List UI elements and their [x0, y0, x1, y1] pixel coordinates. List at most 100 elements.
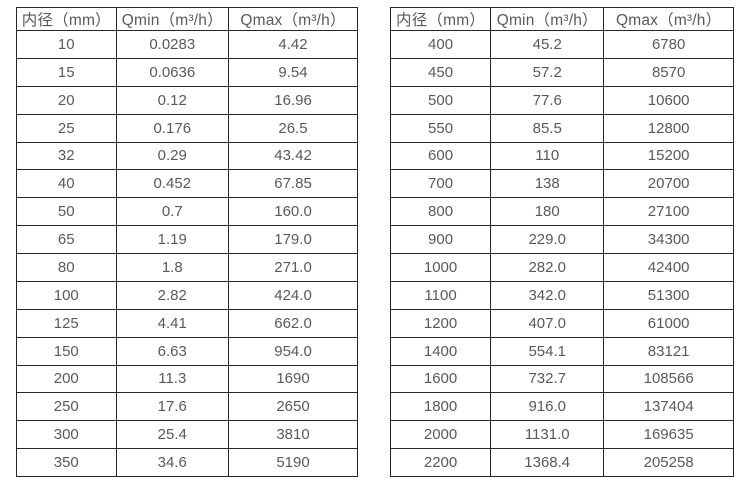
- table-cell: 1690: [228, 364, 358, 394]
- table-cell: 1600: [389, 364, 492, 394]
- table-row: 400 45.2 6780: [389, 30, 734, 59]
- table-cell: 0.176: [115, 113, 230, 143]
- table-cell: 500: [389, 85, 492, 115]
- table-cell: 450: [389, 57, 492, 87]
- table-cell: 1131.0: [490, 420, 605, 450]
- table-cell: 32: [16, 141, 117, 171]
- table-cell: 0.29: [115, 141, 230, 171]
- table-cell: 5190: [228, 448, 358, 477]
- table-cell: 2200: [389, 448, 492, 477]
- table-row: 125 4.41 662.0: [16, 308, 358, 338]
- table-cell: 138: [490, 169, 605, 199]
- table-cell: 26.5: [228, 113, 358, 143]
- table-row: 25 0.176 26.5: [16, 113, 358, 143]
- table-cell: 34.6: [115, 448, 230, 477]
- table-cell: 179.0: [228, 225, 358, 254]
- table-row: 100 2.82 424.0: [16, 280, 358, 310]
- table-cell: 108566: [603, 364, 734, 394]
- table-cell: 180: [490, 197, 605, 227]
- table-cell: 916.0: [490, 392, 605, 422]
- table-cell: 2650: [228, 392, 358, 422]
- table-row: 1800 916.0 137404: [389, 392, 734, 422]
- table-cell: 45.2: [490, 30, 605, 59]
- table-row: 300 25.4 3810: [16, 420, 358, 450]
- table-cell: 16.96: [228, 85, 358, 115]
- table-row: 200 11.3 1690: [16, 364, 358, 394]
- table-cell: 150: [16, 336, 117, 366]
- table-row: 10 0.0283 4.42: [16, 30, 358, 59]
- table-cell: 50: [16, 197, 117, 227]
- table-cell: 20700: [603, 169, 734, 199]
- column-header: 内径（mm）: [389, 7, 492, 31]
- table-row: 900 229.0 34300: [389, 225, 734, 254]
- table-cell: 169635: [603, 420, 734, 450]
- table-cell: 271.0: [228, 253, 358, 282]
- table-cell: 300: [16, 420, 117, 450]
- table-cell: 2000: [389, 420, 492, 450]
- table-cell: 80: [16, 253, 117, 282]
- table-cell: 250: [16, 392, 117, 422]
- table-cell: 6780: [603, 30, 734, 59]
- table-cell: 40: [16, 169, 117, 199]
- table-cell: 662.0: [228, 308, 358, 338]
- table-cell: 1.19: [115, 225, 230, 254]
- table-cell: 17.6: [115, 392, 230, 422]
- column-header: Qmin（m³/h）: [490, 7, 605, 31]
- table-cell: 200: [16, 364, 117, 394]
- table-row: 1200 407.0 61000: [389, 308, 734, 338]
- table-cell: 1400: [389, 336, 492, 366]
- table-row: 150 6.63 954.0: [16, 336, 358, 366]
- table-row: 2200 1368.4 205258: [389, 448, 734, 477]
- table-cell: 1000: [389, 253, 492, 282]
- table-cell: 43.42: [228, 141, 358, 171]
- table-cell: 350: [16, 448, 117, 477]
- table-cell: 0.12: [115, 85, 230, 115]
- column-header: Qmax（m³/h）: [228, 7, 358, 31]
- table-row: 350 34.6 5190: [16, 448, 358, 477]
- table-cell: 25: [16, 113, 117, 143]
- table-row: 1000 282.0 42400: [389, 253, 734, 282]
- table-row: 550 85.5 12800: [389, 113, 734, 143]
- table-cell: 0.7: [115, 197, 230, 227]
- table-cell: 4.42: [228, 30, 358, 59]
- table-cell: 125: [16, 308, 117, 338]
- table-row: 15 0.0636 9.54: [16, 57, 358, 87]
- table-row: 20 0.12 16.96: [16, 85, 358, 115]
- table-row: 80 1.8 271.0: [16, 253, 358, 282]
- table-row: 50 0.7 160.0: [16, 197, 358, 227]
- table-cell: 42400: [603, 253, 734, 282]
- table-cell: 83121: [603, 336, 734, 366]
- table-cell: 10600: [603, 85, 734, 115]
- table-row: 40 0.452 67.85: [16, 169, 358, 199]
- table-cell: 800: [389, 197, 492, 227]
- header-row: 内径（mm） Qmin（m³/h） Qmax（m³/h）: [389, 7, 734, 31]
- table-cell: 20: [16, 85, 117, 115]
- flow-table-small-diameters: 内径（mm） Qmin（m³/h） Qmax（m³/h） 10 0.0283 4.42 15…: [16, 7, 358, 477]
- column-header: Qmax（m³/h）: [603, 7, 734, 31]
- table-row: 2000 1131.0 169635: [389, 420, 734, 450]
- table-cell: 424.0: [228, 280, 358, 310]
- table-cell: 2.82: [115, 280, 230, 310]
- table-row: 1100 342.0 51300: [389, 280, 734, 310]
- table-cell: 85.5: [490, 113, 605, 143]
- table-row: 500 77.6 10600: [389, 85, 734, 115]
- table-cell: 9.54: [228, 57, 358, 87]
- table-row: 700 138 20700: [389, 169, 734, 199]
- table-cell: 8570: [603, 57, 734, 87]
- table-cell: 0.0283: [115, 30, 230, 59]
- table-cell: 34300: [603, 225, 734, 254]
- table-cell: 954.0: [228, 336, 358, 366]
- table-cell: 15200: [603, 141, 734, 171]
- table-cell: 0.452: [115, 169, 230, 199]
- table-row: 32 0.29 43.42: [16, 141, 358, 171]
- table-cell: 65: [16, 225, 117, 254]
- table-cell: 1368.4: [490, 448, 605, 477]
- table-cell: 110: [490, 141, 605, 171]
- table-cell: 282.0: [490, 253, 605, 282]
- table-cell: 900: [389, 225, 492, 254]
- table-row: 800 180 27100: [389, 197, 734, 227]
- table-cell: 4.41: [115, 308, 230, 338]
- table-cell: 27100: [603, 197, 734, 227]
- table-cell: 67.85: [228, 169, 358, 199]
